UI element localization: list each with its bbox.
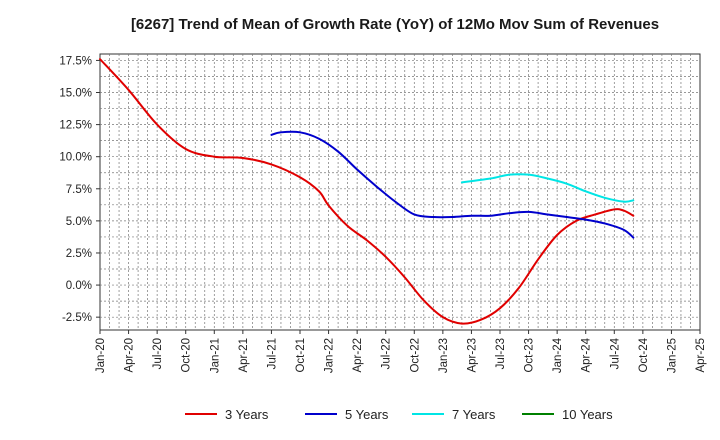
x-tick-label: Jan-23 xyxy=(438,338,450,373)
legend: 3 Years 5 Years 7 Years 10 Years xyxy=(185,407,613,422)
chart-title: [6267] Trend of Mean of Growth Rate (YoY… xyxy=(131,16,659,33)
x-tick-label: Jan-24 xyxy=(552,337,564,373)
x-tick-label: Oct-22 xyxy=(409,338,421,373)
x-tick-label: Oct-21 xyxy=(295,338,307,373)
x-tick-label: Jan-20 xyxy=(95,338,107,373)
x-tick-label: Jul-22 xyxy=(381,338,393,369)
x-tick-label: Apr-24 xyxy=(581,337,593,372)
y-tick-label: 17.5% xyxy=(59,55,92,67)
x-tick-label: Oct-24 xyxy=(638,337,650,372)
x-tick-label: Apr-22 xyxy=(352,338,364,373)
legend-item: 10 Years xyxy=(522,407,613,422)
x-tick-label: Jul-20 xyxy=(152,338,164,369)
y-tick-label: 10.0% xyxy=(59,152,92,164)
legend-label: 7 Years xyxy=(452,407,496,422)
x-tick-label: Apr-21 xyxy=(238,338,250,373)
plot-area xyxy=(99,53,701,331)
y-tick-label: -2.5% xyxy=(62,312,92,324)
y-axis: 17.5% 15.0% 12.5% 10.0% 7.5% 5.0% 2.5% 0.0% -2.5… xyxy=(59,55,100,324)
x-tick-label: Jul-24 xyxy=(609,337,621,369)
x-tick-label: Jan-21 xyxy=(209,338,221,373)
y-tick-label: 12.5% xyxy=(59,120,92,132)
x-tick-label: Jul-21 xyxy=(266,338,278,369)
x-tick-label: Apr-23 xyxy=(466,338,478,373)
series-line-3-years xyxy=(99,58,635,325)
x-axis: Jan-20 Apr-20 Jul-20 Oct-20 Jan-21 Apr-21 Jul-… xyxy=(95,330,707,373)
x-tick-label: Oct-20 xyxy=(181,338,193,373)
x-tick-label: Apr-20 xyxy=(124,338,136,373)
legend-label: 5 Years xyxy=(345,407,389,422)
y-tick-label: 7.5% xyxy=(66,184,92,196)
y-tick-label: 5.0% xyxy=(66,216,92,228)
legend-label: 3 Years xyxy=(225,407,269,422)
legend-item: 3 Years xyxy=(185,407,269,422)
series-line-7-years xyxy=(460,173,635,203)
series-layer xyxy=(99,58,635,325)
series-line-5-years xyxy=(270,130,635,239)
x-tick-label: Apr-25 xyxy=(695,338,707,373)
y-tick-label: 2.5% xyxy=(66,248,92,260)
legend-item: 5 Years xyxy=(305,407,389,422)
legend-item: 7 Years xyxy=(412,407,496,422)
grid xyxy=(100,54,700,330)
x-tick-label: Oct-23 xyxy=(524,338,536,373)
x-tick-label: Jan-22 xyxy=(324,338,336,373)
y-tick-label: 15.0% xyxy=(59,88,92,100)
y-tick-label: 0.0% xyxy=(66,280,92,292)
x-tick-label: Jul-23 xyxy=(495,338,507,369)
x-tick-label: Jan-25 xyxy=(666,338,678,373)
legend-label: 10 Years xyxy=(562,407,613,422)
